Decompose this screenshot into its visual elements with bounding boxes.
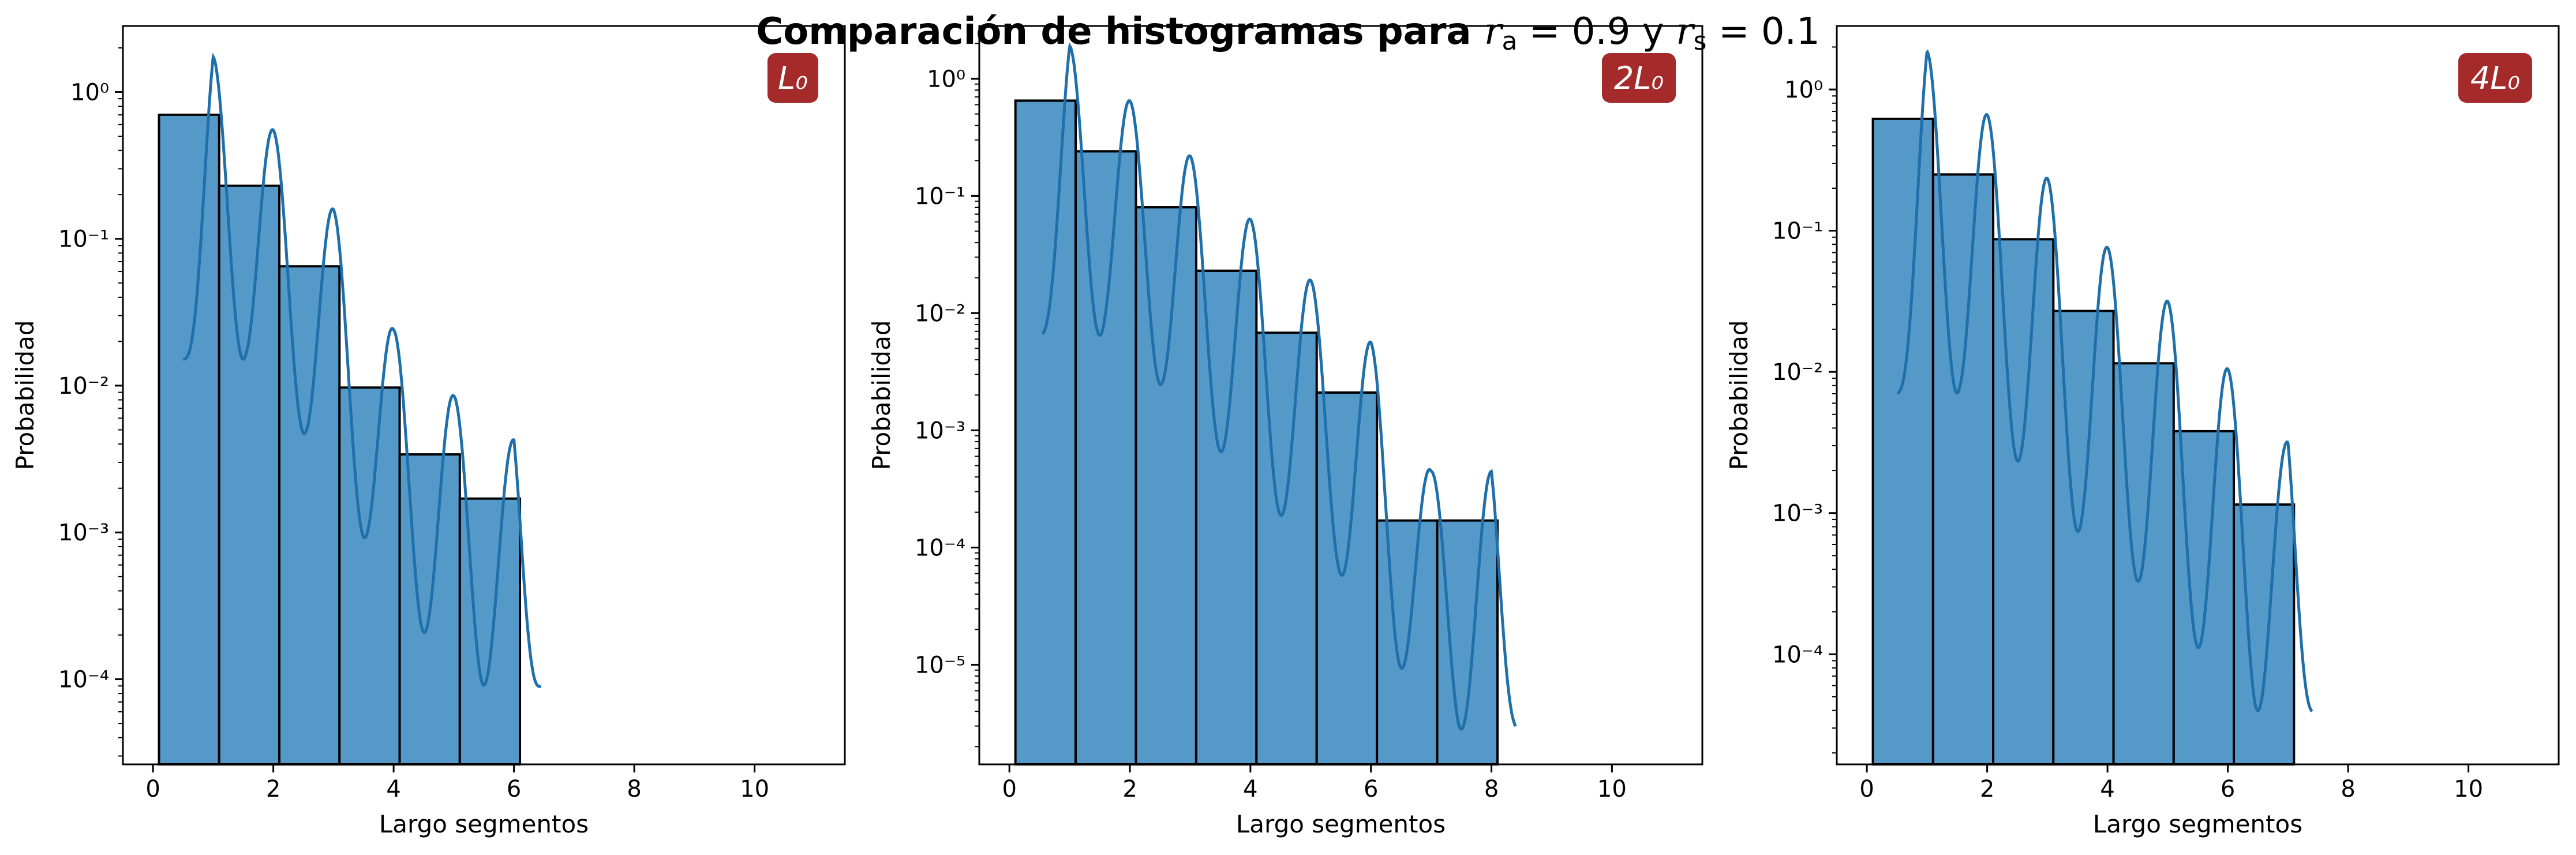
x-tick-label: 10 bbox=[740, 776, 769, 802]
y-tick-label: 10⁻³ bbox=[1772, 501, 1823, 527]
histogram-bar bbox=[338, 386, 401, 766]
y-tick-label: 10⁻³ bbox=[58, 520, 109, 546]
y-tick-label: 10⁻² bbox=[915, 300, 965, 327]
panel-badge bbox=[1602, 53, 1676, 103]
x-tick-label: 4 bbox=[386, 776, 400, 802]
density-curve bbox=[1897, 49, 2313, 712]
y-tick-label: 10⁻⁴ bbox=[915, 535, 965, 561]
x-tick-label: 2 bbox=[1980, 776, 1994, 802]
histogram-bar bbox=[218, 184, 281, 766]
x-tick-label: 4 bbox=[2100, 776, 2114, 802]
histogram-bar bbox=[1931, 173, 1995, 766]
histogram-bar bbox=[158, 113, 220, 766]
x-tick-label: 0 bbox=[1002, 776, 1016, 802]
y-axis-label: Probabilidad bbox=[1725, 320, 1753, 471]
y-tick-label: 10⁻³ bbox=[915, 417, 965, 444]
histogram-bar bbox=[278, 265, 341, 766]
axes-frame bbox=[1836, 25, 2560, 766]
y-tick-label: 10⁻¹ bbox=[1772, 218, 1823, 245]
histogram-bar bbox=[1195, 269, 1258, 766]
x-axis-label: Largo segmentos bbox=[1236, 810, 1446, 838]
histogram-bar bbox=[1315, 391, 1379, 766]
x-tick-label: 4 bbox=[1243, 776, 1257, 802]
histogram-bar bbox=[1992, 238, 2055, 766]
density-curve bbox=[183, 53, 542, 688]
histogram-bar bbox=[1135, 206, 1197, 766]
histogram-bar bbox=[1014, 99, 1077, 766]
x-tick-label: 0 bbox=[1859, 776, 1874, 802]
x-tick-label: 6 bbox=[1364, 776, 1378, 802]
y-tick-label: 10⁰ bbox=[70, 79, 109, 106]
x-tick-label: 8 bbox=[1484, 776, 1499, 802]
panel-badge-label: 2L₀ bbox=[1614, 60, 1664, 96]
x-tick-label: 0 bbox=[145, 776, 160, 802]
x-tick-label: 8 bbox=[627, 776, 641, 802]
y-tick-label: 10⁻² bbox=[1772, 359, 1823, 386]
x-tick-label: 6 bbox=[2221, 776, 2235, 802]
y-tick-label: 10⁰ bbox=[1784, 77, 1823, 103]
panel-1: 0 2 4 6 8 10 10⁰ 10⁻¹ 10⁻² 10⁻³ 10⁻⁴ Largo segmento… bbox=[11, 25, 846, 838]
y-tick-label: 10⁻¹ bbox=[58, 226, 109, 253]
panel-badge bbox=[767, 53, 818, 103]
y-tick-label: 10⁻⁴ bbox=[58, 667, 109, 693]
panel-badge-label: 4L₀ bbox=[2470, 60, 2520, 96]
histogram-bar bbox=[1074, 150, 1137, 766]
axes-frame bbox=[122, 25, 846, 766]
panel-3: 0 2 4 6 8 10 10⁰ 10⁻¹ 10⁻² 10⁻³ 10⁻⁴ Largo segmento… bbox=[1725, 25, 2560, 838]
histogram-bar bbox=[1436, 519, 1499, 766]
y-tick-label: 10⁻¹ bbox=[915, 183, 965, 210]
x-tick-label: 2 bbox=[1122, 776, 1137, 802]
x-tick-label: 8 bbox=[2341, 776, 2355, 802]
y-tick-label: 10⁻² bbox=[58, 373, 109, 400]
histogram-bar bbox=[1871, 117, 1934, 766]
x-tick-label: 10 bbox=[2454, 776, 2483, 802]
panel-2: 0 2 4 6 8 10 10⁰ 10⁻¹ 10⁻² 10⁻³ 10⁻⁴ 10⁻⁵ Largo segm… bbox=[867, 25, 1703, 838]
x-tick-label: 6 bbox=[507, 776, 521, 802]
x-tick-label: 2 bbox=[266, 776, 280, 802]
panel-badge bbox=[2458, 53, 2532, 103]
histogram-bar bbox=[1255, 331, 1318, 766]
density-curve bbox=[1041, 42, 1517, 731]
y-tick-label: 10⁰ bbox=[927, 66, 965, 92]
y-tick-label: 10⁻⁵ bbox=[915, 652, 965, 678]
chart-title: Comparación de histogramas para ra = 0.9… bbox=[756, 10, 1820, 56]
x-axis-label: Largo segmentos bbox=[379, 810, 589, 838]
x-axis-label: Largo segmentos bbox=[2093, 810, 2302, 838]
y-tick-label: 10⁻⁴ bbox=[1772, 641, 1823, 668]
x-tick-label: 10 bbox=[1597, 776, 1627, 802]
y-axis-label: Probabilidad bbox=[11, 320, 39, 471]
y-axis-label: Probabilidad bbox=[867, 320, 896, 471]
panel-badge-label: L₀ bbox=[778, 60, 808, 96]
